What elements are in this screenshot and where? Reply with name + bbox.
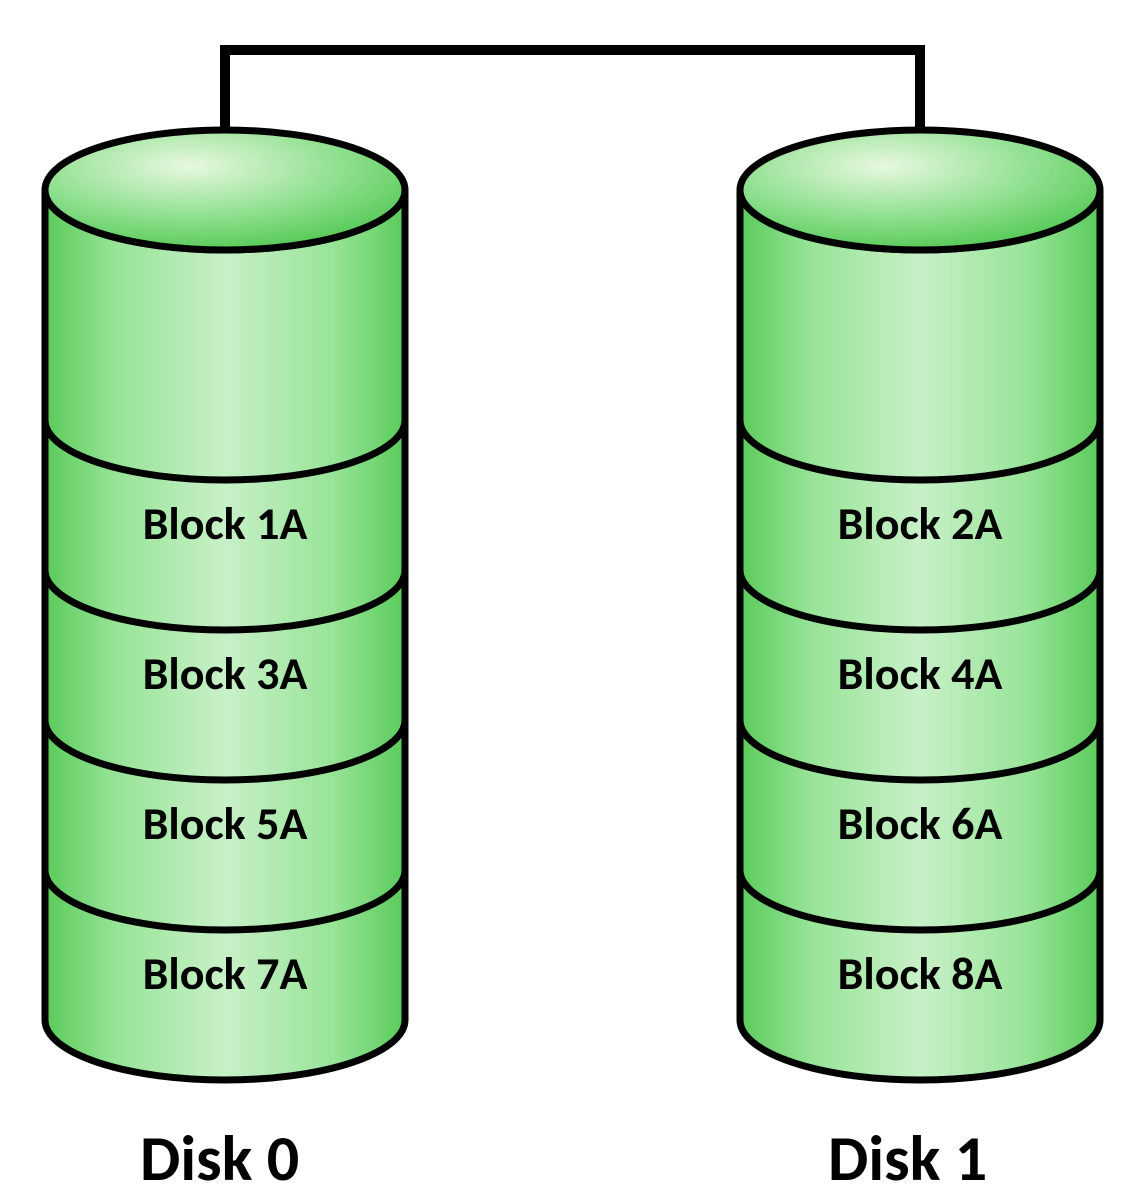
raid-diagram: Block 1A Block 3A Block 5A Block 7A Block 2A… [0, 0, 1142, 1200]
disk-label: Disk 0 [140, 1120, 299, 1198]
block-label: Block 4A [838, 646, 1003, 702]
block-label: Block 8A [838, 946, 1003, 1002]
block-label: Block 1A [143, 496, 308, 552]
block-label: Block 5A [143, 796, 308, 852]
block-label: Block 6A [838, 796, 1003, 852]
disk-top [45, 130, 405, 250]
block-label: Block 3A [143, 646, 308, 702]
disk-label: Disk 1 [828, 1120, 987, 1198]
block-label: Block 2A [838, 496, 1003, 552]
block-label: Block 7A [143, 946, 308, 1002]
disk-top [740, 130, 1100, 250]
